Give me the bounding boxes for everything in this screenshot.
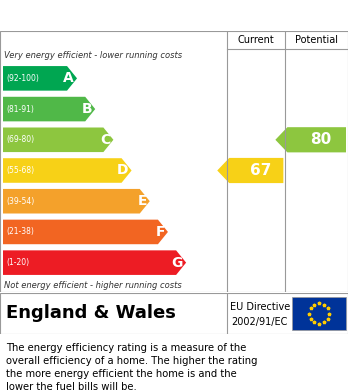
- Polygon shape: [3, 189, 150, 213]
- Text: (69-80): (69-80): [6, 135, 34, 144]
- Text: E: E: [137, 194, 147, 208]
- Text: overall efficiency of a home. The higher the rating: overall efficiency of a home. The higher…: [6, 356, 258, 366]
- Text: A: A: [63, 71, 74, 85]
- Text: B: B: [81, 102, 92, 116]
- Text: (81-91): (81-91): [6, 104, 34, 113]
- Polygon shape: [3, 158, 132, 183]
- Text: The energy efficiency rating is a measure of the: The energy efficiency rating is a measur…: [6, 343, 246, 353]
- Text: Energy Efficiency Rating: Energy Efficiency Rating: [10, 7, 232, 23]
- Text: (1-20): (1-20): [6, 258, 29, 267]
- Text: (92-100): (92-100): [6, 74, 39, 83]
- Text: C: C: [100, 133, 110, 147]
- Text: G: G: [172, 256, 183, 270]
- Text: 80: 80: [310, 132, 331, 147]
- Text: 2002/91/EC: 2002/91/EC: [232, 317, 288, 327]
- Text: D: D: [117, 163, 128, 178]
- Bar: [292, 297, 346, 330]
- Polygon shape: [3, 220, 168, 244]
- Text: Potential: Potential: [295, 35, 338, 45]
- Text: F: F: [156, 225, 165, 239]
- Text: Very energy efficient - lower running costs: Very energy efficient - lower running co…: [4, 52, 182, 61]
- Polygon shape: [3, 250, 186, 275]
- Text: EU Directive: EU Directive: [230, 302, 290, 312]
- Text: Not energy efficient - higher running costs: Not energy efficient - higher running co…: [4, 280, 182, 289]
- Polygon shape: [275, 127, 346, 152]
- Polygon shape: [217, 158, 283, 183]
- Text: (21-38): (21-38): [6, 228, 34, 237]
- Text: the more energy efficient the home is and the: the more energy efficient the home is an…: [6, 369, 237, 379]
- Polygon shape: [3, 97, 95, 121]
- Text: (39-54): (39-54): [6, 197, 34, 206]
- Polygon shape: [3, 66, 77, 91]
- Text: (55-68): (55-68): [6, 166, 34, 175]
- Text: Current: Current: [238, 35, 275, 45]
- Text: England & Wales: England & Wales: [6, 305, 176, 323]
- Text: 67: 67: [250, 163, 271, 178]
- Polygon shape: [3, 127, 113, 152]
- Text: lower the fuel bills will be.: lower the fuel bills will be.: [6, 382, 137, 391]
